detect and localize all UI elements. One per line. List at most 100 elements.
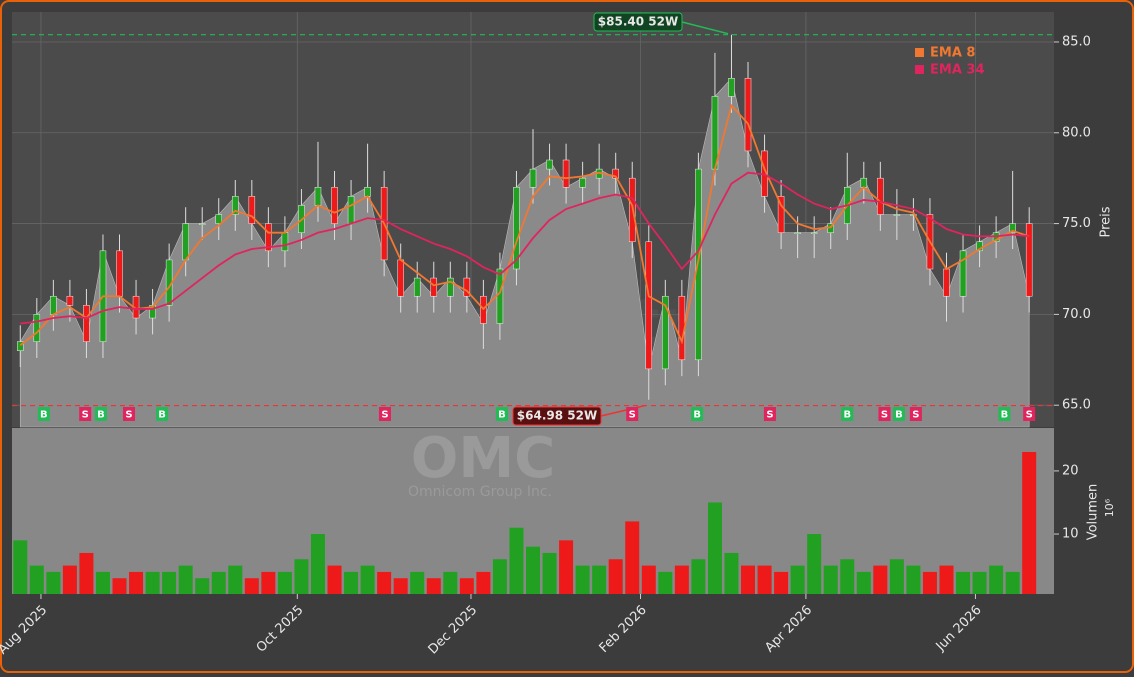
ema-line [20,171,1030,325]
volume-bar [244,578,259,594]
signal-marker [79,407,92,421]
volume-bar [261,571,276,594]
signal-label: B [158,410,166,421]
candle-body [546,159,553,170]
volume-bar [956,571,971,594]
volume-bar [1022,451,1037,594]
ema-line [19,103,1030,346]
volume-bar [294,559,309,594]
signal-label: S [381,410,388,421]
candle-body [794,232,801,234]
candle-body [1025,223,1033,297]
candle [17,325,24,368]
candle [463,261,471,313]
candle-body [265,223,272,252]
candle-body [695,168,702,361]
volume-bar [807,534,822,594]
candle-body [17,341,24,351]
volume-bar [13,540,28,594]
volume-axis-label: Volumen [1086,484,1101,541]
candle [430,261,438,313]
y-tick-label: 65.0 [1062,398,1091,413]
volume-bar [1005,571,1020,594]
volume-bar [492,559,507,594]
signal-marker [37,407,50,421]
signal-label: B [843,410,851,421]
candle [877,161,884,231]
candle [529,129,537,204]
candle-body [413,277,421,297]
signal-label: B [498,410,506,421]
volume-bar [559,540,574,594]
legend-label: EMA 34 [930,63,985,78]
volume-bar [922,571,937,594]
candle-body [513,187,520,270]
candle [66,279,74,322]
annotation-label: $85.40 52W [598,15,678,29]
volume-bar [459,578,474,594]
volume-bar [575,565,590,594]
signal-marker [156,407,169,421]
volume-bar [410,571,425,594]
signal-label: S [912,410,919,421]
volume-bar [129,571,144,594]
candle-body [232,196,239,215]
volume-bar [592,565,607,594]
candle [662,279,669,386]
candle-body [66,295,74,306]
volume-bar [989,565,1004,594]
candle-body [645,241,653,370]
volume-bar [393,578,408,594]
volume-bar [46,571,61,594]
volume-bar [972,571,987,594]
candle-body [496,268,504,324]
volume-bar [162,571,177,594]
candle [992,216,1000,259]
candle-body [1009,223,1016,233]
candle [447,261,454,313]
volume-bar [509,527,524,594]
signal-marker [691,407,704,421]
candle-body [728,78,735,97]
candle-body [662,295,669,370]
legend-swatch [915,48,924,57]
signal-label: B [1001,410,1009,421]
y-tick-label: 75.0 [1062,216,1091,231]
volume-bar [195,578,210,594]
volume-bar [658,571,673,594]
volume-bar [625,521,640,594]
volume-unit: 10⁶ [1103,498,1116,517]
signal-marker [998,407,1011,421]
volume-bar [741,565,756,594]
symbol-watermark: OMC [411,426,555,491]
candle-body [364,187,371,197]
volume-bar [426,578,441,594]
legend-label: EMA 8 [930,46,975,61]
volume-bar [542,552,557,594]
volume-bar [344,571,359,594]
candle-body [215,214,222,224]
candle [215,198,222,240]
signal-label: B [40,410,48,421]
candle [546,143,553,186]
volume-bar [310,534,325,594]
signal-marker [626,407,639,421]
volume-bar [228,565,243,594]
candle-body [314,187,322,206]
candle-body [447,277,454,297]
annotation-box [512,406,602,426]
volume-bar [757,565,772,594]
volume-bar [360,565,375,594]
candle [1009,170,1016,250]
y-tick-label: 80.0 [1062,125,1091,140]
company-watermark: Omnicom Group Inc. [408,484,552,500]
volume-bar [377,571,392,594]
candle [728,34,735,113]
signal-marker [1023,407,1036,421]
volume-bar [641,565,656,594]
signal-label: S [82,410,89,421]
candle [579,161,586,204]
signal-label: S [1026,410,1033,421]
candle [198,207,206,240]
